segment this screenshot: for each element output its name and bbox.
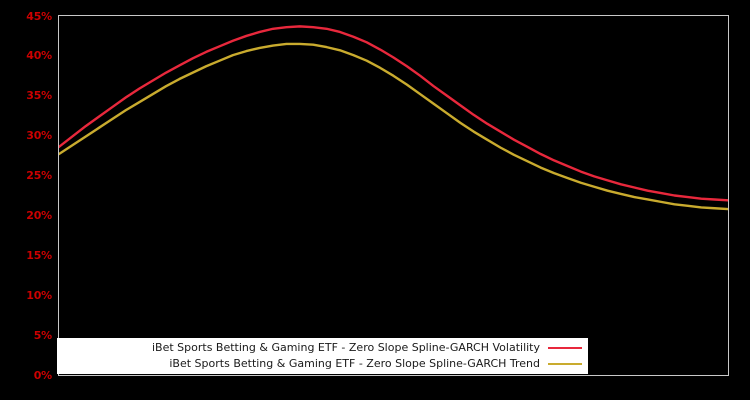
y-axis-tick-label: 5%	[33, 328, 52, 342]
legend-entry-label: iBet Sports Betting & Gaming ETF - Zero …	[169, 357, 540, 370]
legend-swatch-trend	[548, 363, 582, 365]
y-axis-tick-label: 25%	[26, 169, 52, 183]
y-axis: 45% 40% 35% 30% 25% 20% 15% 10% 5% 0%	[0, 0, 52, 400]
y-axis-tick-label: 10%	[26, 288, 52, 302]
series-lines	[59, 25, 728, 211]
y-axis-tick-label: 40%	[26, 49, 52, 63]
y-axis-tick-label: 30%	[26, 129, 52, 143]
legend-swatch-volatility	[548, 347, 582, 349]
y-axis-tick-label: 0%	[33, 368, 52, 382]
chart-legend: iBet Sports Betting & Gaming ETF - Zero …	[57, 338, 588, 374]
legend-entry-trend[interactable]: iBet Sports Betting & Gaming ETF - Zero …	[169, 356, 582, 372]
y-axis-tick-label: 15%	[26, 248, 52, 262]
legend-entry-volatility[interactable]: iBet Sports Betting & Gaming ETF - Zero …	[152, 340, 582, 356]
y-axis-tick-label: 45%	[26, 9, 52, 23]
plot-area	[58, 15, 729, 376]
y-axis-tick-label: 35%	[26, 89, 52, 103]
series-line-trend	[59, 42, 728, 211]
y-axis-tick-label: 20%	[26, 208, 52, 222]
series-line-volatility	[59, 25, 728, 202]
legend-entry-label: iBet Sports Betting & Gaming ETF - Zero …	[151, 341, 540, 354]
